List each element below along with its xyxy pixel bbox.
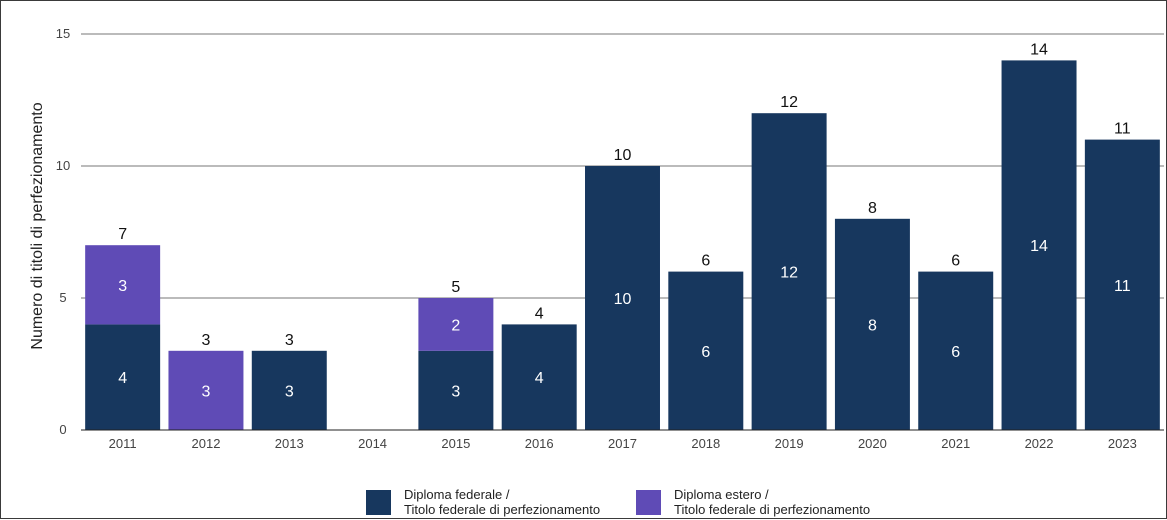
y-tick-label: 10 [56, 158, 70, 173]
segment-value-label: 6 [951, 344, 960, 361]
total-value-label: 6 [701, 253, 710, 270]
bar-segment [751, 113, 827, 430]
x-tick-label: 2018 [691, 436, 720, 451]
bar-segment [85, 324, 161, 430]
segment-value-label: 3 [118, 278, 127, 295]
legend-item: Diploma estero /Titolo federale di perfe… [636, 487, 870, 517]
total-value-label: 5 [451, 279, 460, 296]
legend-label: Titolo federale di perfezionamento [674, 502, 870, 517]
total-label-halo [276, 329, 303, 349]
x-tick-label: 2016 [525, 436, 554, 451]
total-label-halo [859, 197, 886, 217]
x-tick-label: 2011 [109, 436, 137, 451]
total-label-halo [1109, 118, 1136, 138]
total-value-label: 3 [285, 332, 294, 349]
x-tick-label: 2020 [858, 436, 887, 451]
segment-value-label: 8 [868, 317, 877, 334]
segment-value-label: 4 [118, 370, 127, 387]
legend-label: Diploma estero / [674, 487, 769, 502]
total-label-halo [442, 277, 469, 296]
segment-value-label: 4 [535, 370, 544, 387]
segment-value-label: 3 [285, 383, 294, 400]
segment-value-label: 12 [780, 265, 798, 282]
axes: 0 5 10 15 2011 2012 2013 2014 2015 2016 2017 2018 20… [56, 26, 1164, 451]
bar-segment [418, 298, 494, 351]
legend-label: Titolo federale di perfezionamento [404, 502, 600, 517]
data-labels: 4 3 7 3 3 3 3 3 2 5 4 4 10 10 6 6 12 12 8 8 6 6 14 14 11 11 [109, 39, 1136, 400]
bar-segment [251, 350, 327, 430]
bar-segment [1001, 60, 1077, 431]
legend-label: Diploma federale / [404, 487, 510, 502]
bar-segment [168, 350, 244, 430]
bar-segment [1084, 139, 1160, 430]
x-tick-label: 2021 [941, 436, 970, 451]
legend-swatch [366, 490, 391, 515]
legend: Diploma federale /Titolo federale di per… [366, 487, 870, 517]
total-value-label: 12 [780, 94, 798, 111]
segment-value-label: 3 [202, 383, 211, 400]
legend-item: Diploma federale /Titolo federale di per… [366, 487, 600, 517]
segment-value-label: 14 [1030, 238, 1048, 255]
total-value-label: 8 [868, 200, 877, 217]
bar-segment [834, 218, 910, 430]
y-tick-label: 15 [56, 26, 70, 41]
segment-value-label: 2 [451, 317, 460, 334]
bar-segment [418, 350, 494, 430]
y-tick-label: 0 [59, 422, 66, 437]
y-tick-label: 5 [59, 290, 66, 305]
total-label-halo [192, 329, 219, 349]
bar-segment [585, 166, 660, 430]
bar-segment [668, 271, 744, 430]
total-label-halo [692, 250, 719, 270]
bars [85, 60, 1160, 431]
total-value-label: 4 [535, 305, 544, 322]
total-value-label: 3 [202, 332, 211, 349]
segment-value-label: 3 [451, 383, 460, 400]
total-label-halo [526, 303, 553, 323]
total-label-halo [1026, 39, 1053, 59]
x-tick-label: 2023 [1108, 436, 1137, 451]
total-label-halo [776, 92, 803, 112]
total-label-halo [109, 224, 136, 244]
total-value-label: 10 [614, 147, 632, 164]
segment-value-label: 10 [614, 291, 632, 308]
y-axis-title: Numero di titoli di perfezionamento [29, 102, 46, 349]
total-value-label: 11 [1114, 121, 1131, 138]
x-tick-label: 2022 [1025, 436, 1054, 451]
x-tick-label: 2013 [275, 436, 304, 451]
segment-value-label: 6 [701, 344, 710, 361]
x-tick-label: 2019 [775, 436, 804, 451]
total-label-halo [609, 145, 636, 164]
segment-value-label: 11 [1114, 278, 1131, 295]
x-tick-label: 2017 [608, 436, 637, 451]
bar-segment [918, 271, 994, 430]
total-value-label: 6 [951, 253, 960, 270]
bar-segment [85, 245, 161, 325]
bar-segment [501, 324, 577, 430]
x-tick-label: 2012 [192, 436, 221, 451]
legend-swatch [636, 490, 661, 515]
total-label-halo [942, 250, 969, 270]
x-tick-label: 2015 [441, 436, 470, 451]
total-value-label: 14 [1030, 41, 1048, 58]
x-tick-label: 2014 [358, 436, 387, 451]
total-value-label: 7 [118, 226, 127, 243]
